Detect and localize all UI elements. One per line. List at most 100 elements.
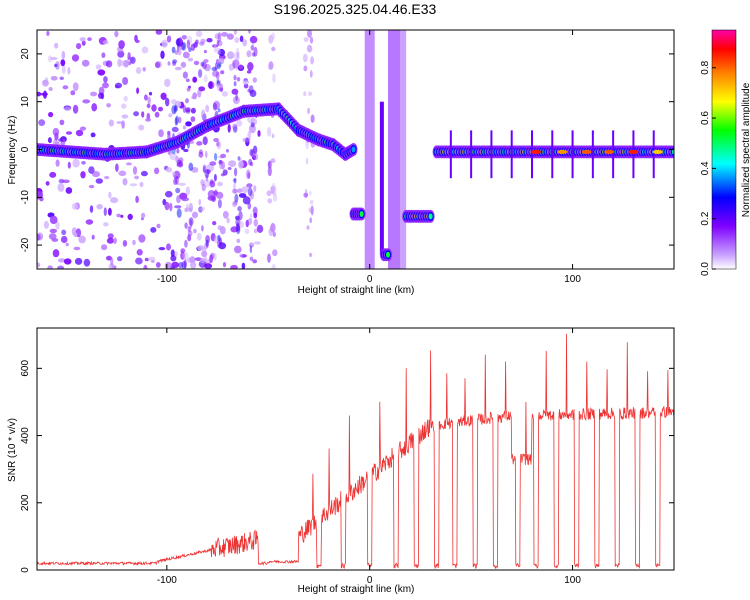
noise-streak [234,61,239,71]
noise-speckle [158,106,163,112]
noise-speckle [231,88,239,95]
noise-speckle [166,35,172,43]
colorbar: 0.0 0.2 0.4 0.6 0.8 Normalized spectral ampl… [700,29,750,276]
noise-streak [181,35,187,40]
noise-speckle [40,92,48,96]
noise-speckle [148,256,156,262]
noise-streak [198,198,201,206]
noise-speckle [49,228,57,234]
noise-streak [303,192,309,198]
noise-speckle [190,107,196,114]
noise-speckle [213,138,220,142]
spectrogram-x-tick-label: 0 [367,274,373,285]
snr-series-line [37,333,674,570]
noise-speckle [196,232,202,241]
noise-streak [266,126,272,137]
noise-streak [272,193,278,202]
noise-speckle [47,265,53,269]
noise-streak [172,59,178,64]
noise-speckle [189,261,197,269]
noise-speckle [249,35,258,44]
noise-speckle [67,161,71,169]
noise-speckle [212,221,217,226]
snr-y-tick-label: 0 [20,567,31,573]
noise-speckle [204,263,213,269]
noise-streak [214,152,218,161]
noise-speckle [158,247,166,251]
noise-speckle [87,37,92,41]
noise-speckle [37,262,41,268]
vertical-streak-core [379,101,384,255]
noise-streak [309,191,312,196]
carrier-streak [530,130,533,179]
noise-speckle [183,148,189,153]
noise-speckle [108,119,115,127]
noise-streak [309,252,312,258]
noise-streak [247,131,252,140]
noise-speckle [72,82,79,91]
snr-x-tick-label: -100 [157,575,177,586]
noise-speckle [71,203,79,210]
noise-streak [253,218,258,227]
noise-speckle [117,58,122,68]
noise-streak [217,108,221,113]
noise-speckle [148,91,153,96]
noise-speckle [242,39,247,47]
snr-y-tick-label: 600 [20,360,31,377]
noise-streak [216,63,221,70]
noise-streak [217,32,222,42]
noise-speckle [95,178,104,184]
noise-speckle [174,66,182,71]
noise-speckle [195,39,199,45]
noise-speckle [164,78,171,88]
noise-speckle [67,67,71,75]
noise-speckle [135,39,140,43]
noise-speckle [207,190,216,199]
carrier-streak [632,130,635,179]
noise-speckle [227,51,235,60]
noise-speckle [168,113,173,118]
noise-streak [303,37,309,42]
noise-speckle [134,175,140,180]
carrier-streak [490,130,493,179]
noise-speckle [206,38,213,43]
noise-speckle [146,103,151,109]
colorbar-tick-label: 0.0 [700,262,711,276]
noise-streak [204,254,208,262]
noise-streak [251,42,255,48]
colorbar-label: Normalized spectral amplitude [741,82,750,217]
noise-speckle [247,62,254,71]
noise-streak [249,213,253,220]
noise-speckle [47,55,53,63]
noise-streak [187,57,194,62]
noise-streak [181,261,187,269]
noise-speckle [85,219,94,225]
noise-speckle [122,77,129,85]
noise-speckle [127,52,131,61]
noise-speckle [122,178,128,186]
noise-streak [272,185,277,196]
noise-speckle [195,30,203,37]
noise-streak [267,253,271,263]
carrier-hotspot [531,149,542,154]
noise-streak [237,156,241,161]
noise-streak [197,89,202,98]
noise-speckle [118,40,125,49]
noise-streak [233,182,236,191]
noise-speckle [165,97,170,107]
noise-streak [310,205,314,216]
noise-streak [236,224,241,235]
noise-speckle [121,120,125,129]
noise-streak [267,160,273,169]
noise-speckle [209,180,216,188]
noise-speckle [80,171,86,179]
noise-speckle [145,118,152,122]
noise-streak [232,123,238,131]
noise-streak [217,234,221,242]
noise-speckle [184,239,188,248]
noise-speckle [115,163,119,172]
noise-speckle [202,136,208,146]
noise-streak [188,217,194,226]
noise-streak [247,218,253,226]
noise-speckle [138,124,145,131]
